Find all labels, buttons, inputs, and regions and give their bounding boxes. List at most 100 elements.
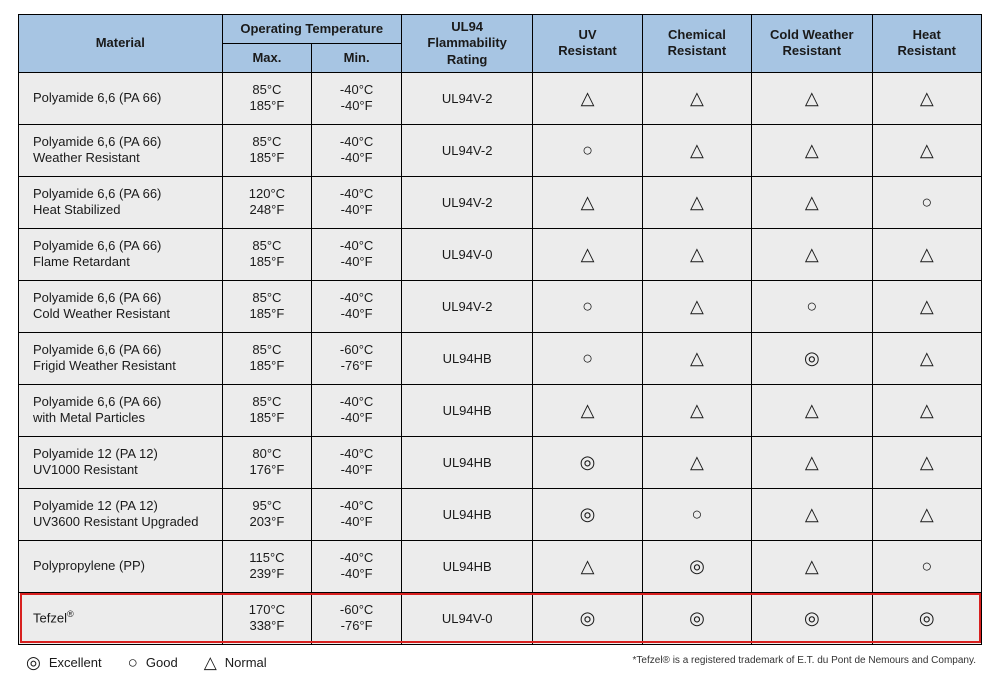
col-cold: Cold WeatherResistant (752, 15, 872, 73)
excellent-icon: ◎ (580, 504, 596, 524)
footnote: *Tefzel® is a registered trademark of E.… (633, 653, 982, 666)
cell-temp-max: 120°C248°F (222, 176, 312, 228)
cell-heat: △ (872, 228, 982, 280)
cell-chem: △ (642, 332, 751, 384)
normal-icon: △ (690, 244, 704, 264)
cell-temp-min: -40°C-40°F (312, 228, 402, 280)
cell-temp-max: 85°C185°F (222, 280, 312, 332)
cell-material: Polyamide 6,6 (PA 66)Heat Stabilized (19, 176, 223, 228)
cell-temp-min: -40°C-40°F (312, 488, 402, 540)
normal-icon: △ (920, 140, 934, 160)
good-icon: ○ (582, 296, 593, 316)
col-chem: ChemicalResistant (642, 15, 751, 73)
col-material: Material (19, 15, 223, 73)
col-uv: UVResistant (533, 15, 642, 73)
normal-icon: △ (805, 556, 819, 576)
cell-chem: △ (642, 72, 751, 124)
cell-temp-max: 85°C185°F (222, 124, 312, 176)
cell-ul94: UL94V-2 (401, 72, 532, 124)
good-icon: ○ (921, 192, 932, 212)
normal-icon: △ (805, 504, 819, 524)
cell-material: Polyamide 6,6 (PA 66)with Metal Particle… (19, 384, 223, 436)
legend-normal: △ Normal (204, 653, 267, 673)
cell-ul94: UL94V-2 (401, 124, 532, 176)
normal-icon: △ (690, 88, 704, 108)
normal-icon: △ (805, 88, 819, 108)
materials-table: Material Operating Temperature UL94Flamm… (18, 14, 982, 645)
table-row: Polyamide 6,6 (PA 66)Frigid Weather Resi… (19, 332, 982, 384)
cell-uv: ○ (533, 332, 642, 384)
col-op-temp-max: Max. (222, 43, 312, 72)
normal-icon: △ (690, 452, 704, 472)
cell-ul94: UL94V-0 (401, 228, 532, 280)
excellent-icon: ◎ (26, 653, 41, 673)
legend-good-label: Good (146, 655, 178, 670)
cell-uv: △ (533, 72, 642, 124)
cell-uv: △ (533, 228, 642, 280)
col-op-temp-min: Min. (312, 43, 402, 72)
table-row: Polyamide 6,6 (PA 66)Cold Weather Resist… (19, 280, 982, 332)
cell-chem: △ (642, 176, 751, 228)
cell-material: Polyamide 6,6 (PA 66)Flame Retardant (19, 228, 223, 280)
col-heat: HeatResistant (872, 15, 982, 73)
cell-uv: ◎ (533, 488, 642, 540)
cell-material: Polyamide 6,6 (PA 66)Cold Weather Resist… (19, 280, 223, 332)
normal-icon: △ (805, 400, 819, 420)
cell-material: Tefzel® (19, 592, 223, 644)
excellent-icon: ◎ (580, 608, 596, 628)
legend-excellent: ◎ Excellent (26, 653, 102, 673)
cell-cold: △ (752, 228, 872, 280)
normal-icon: △ (581, 88, 595, 108)
table-row: Polyamide 6,6 (PA 66)85°C185°F-40°C-40°F… (19, 72, 982, 124)
table-row: Polyamide 12 (PA 12)UV3600 Resistant Upg… (19, 488, 982, 540)
cell-temp-min: -40°C-40°F (312, 72, 402, 124)
cell-material: Polypropylene (PP) (19, 540, 223, 592)
cell-uv: △ (533, 384, 642, 436)
good-icon: ○ (582, 348, 593, 368)
normal-icon: △ (690, 296, 704, 316)
table-row: Tefzel®170°C338°F-60°C-76°FUL94V-0◎◎◎◎ (19, 592, 982, 644)
cell-cold: △ (752, 540, 872, 592)
good-icon: ○ (128, 653, 138, 673)
table-header: Material Operating Temperature UL94Flamm… (19, 15, 982, 73)
cell-cold: △ (752, 72, 872, 124)
cell-chem: △ (642, 384, 751, 436)
normal-icon: △ (920, 348, 934, 368)
cell-ul94: UL94HB (401, 488, 532, 540)
cell-chem: △ (642, 280, 751, 332)
cell-material: Polyamide 12 (PA 12)UV3600 Resistant Upg… (19, 488, 223, 540)
excellent-icon: ◎ (804, 348, 820, 368)
cell-cold: ○ (752, 280, 872, 332)
table-row: Polyamide 6,6 (PA 66)Heat Stabilized120°… (19, 176, 982, 228)
normal-icon: △ (581, 192, 595, 212)
cell-heat: ○ (872, 176, 982, 228)
cell-chem: △ (642, 436, 751, 488)
cell-chem: △ (642, 228, 751, 280)
cell-temp-min: -40°C-40°F (312, 176, 402, 228)
cell-heat: △ (872, 124, 982, 176)
cell-temp-max: 95°C203°F (222, 488, 312, 540)
cell-temp-min: -40°C-40°F (312, 384, 402, 436)
table-row: Polyamide 6,6 (PA 66)Flame Retardant85°C… (19, 228, 982, 280)
normal-icon: △ (920, 504, 934, 524)
legend-normal-label: Normal (225, 655, 267, 670)
cell-temp-min: -60°C-76°F (312, 332, 402, 384)
table-row: Polyamide 12 (PA 12)UV1000 Resistant80°C… (19, 436, 982, 488)
col-ul94: UL94FlammabilityRating (401, 15, 532, 73)
cell-cold: △ (752, 176, 872, 228)
cell-cold: ◎ (752, 332, 872, 384)
excellent-icon: ◎ (919, 608, 935, 628)
cell-heat: ◎ (872, 592, 982, 644)
normal-icon: △ (805, 244, 819, 264)
cell-temp-max: 80°C176°F (222, 436, 312, 488)
cell-uv: ○ (533, 280, 642, 332)
cell-ul94: UL94V-2 (401, 280, 532, 332)
table-row: Polyamide 6,6 (PA 66)with Metal Particle… (19, 384, 982, 436)
legend: ◎ Excellent ○ Good △ Normal *Tefzel® is … (18, 653, 982, 673)
excellent-icon: ◎ (689, 608, 705, 628)
cell-ul94: UL94HB (401, 332, 532, 384)
cell-ul94: UL94HB (401, 384, 532, 436)
good-icon: ○ (582, 140, 593, 160)
legend-excellent-label: Excellent (49, 655, 102, 670)
cell-chem: ○ (642, 488, 751, 540)
